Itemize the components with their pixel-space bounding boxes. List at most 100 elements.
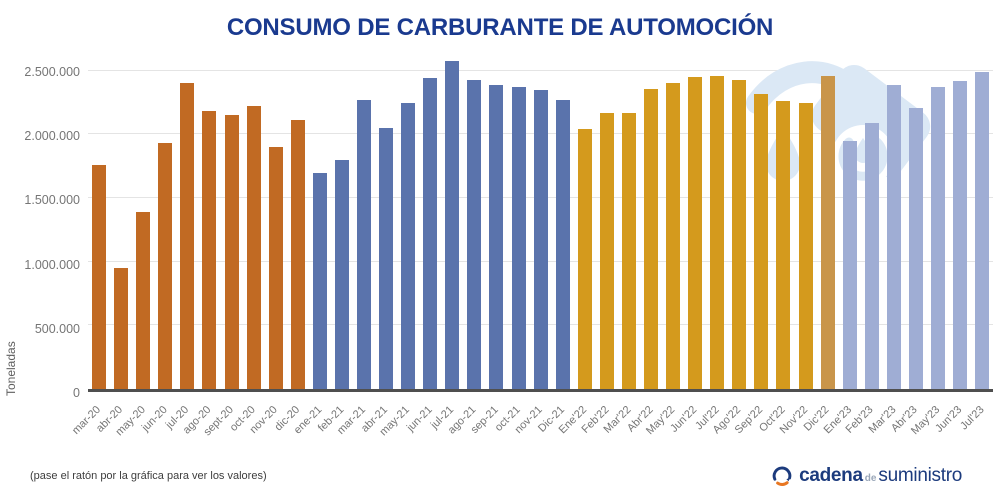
bar-nov-21[interactable] [533,89,548,389]
bar-abr-21[interactable] [379,128,394,389]
y-tick-label: 2.000.000 [24,129,80,144]
bar-Mar'23[interactable] [886,84,901,389]
bar-slot [971,58,993,389]
bar-Abr'23[interactable] [908,107,923,389]
bar-mar-20[interactable] [92,164,107,389]
bar-slot [110,58,132,389]
bar-mar-21[interactable] [356,100,371,389]
bar-may-20[interactable] [136,212,151,389]
bar-Ene'23[interactable] [842,140,857,389]
y-axis-labels: 0 500.000 1.000.000 1.500.000 2.000.000 2.500… [0,58,80,400]
bar-slot [596,58,618,389]
bar-slot [706,58,728,389]
y-tick-label: 500.000 [34,321,80,336]
bar-Jul'22[interactable] [710,75,725,389]
bar-Jun'22[interactable] [688,77,703,389]
bar-slot [530,58,552,389]
bar-slot [132,58,154,389]
bar-may-21[interactable] [401,102,416,389]
bar-slot [265,58,287,389]
bar-Nov'22[interactable] [798,102,813,389]
bar-slot [927,58,949,389]
bar-jun-21[interactable] [423,78,438,389]
bar-slot [485,58,507,389]
bar-slot [331,58,353,389]
bar-slot [419,58,441,389]
bar-Feb'22[interactable] [599,112,614,389]
x-axis-labels: mar-20 abr-20 may-20 jun-20 jul-20 ago-20 sept… [70,396,993,452]
bar-slot [154,58,176,389]
bar-slot [198,58,220,389]
y-tick-label: 1.500.000 [24,193,80,208]
bar-slot [772,58,794,389]
bar-jun-20[interactable] [158,143,173,389]
bar-slot [220,58,242,389]
bar-slot [949,58,971,389]
bar-slot [375,58,397,389]
bar-jul-20[interactable] [180,83,195,389]
bar-slot [397,58,419,389]
logo-word-de: de [864,473,877,484]
bar-Oct'22[interactable] [776,101,791,389]
cadena-logo-icon [772,466,792,486]
bar-Feb'23[interactable] [864,122,879,389]
chart-title: CONSUMO DE CARBURANTE DE AUTOMOCIÓN [226,14,774,41]
bar-sep-21[interactable] [489,84,504,389]
bar-slot [728,58,750,389]
bar-oct-21[interactable] [511,87,526,389]
bar-slot [618,58,640,389]
bar-slot [750,58,772,389]
bar-dic-20[interactable] [290,120,305,389]
bar-oct-20[interactable] [246,106,261,389]
bar-slot [684,58,706,389]
bar-Ago'22[interactable] [732,79,747,389]
bar-May'23[interactable] [931,87,945,389]
bar-abr-20[interactable] [114,268,129,389]
bar-jul-21[interactable] [445,60,460,389]
hover-hint-text: (pase el ratón por la gráfica para ver l… [30,470,267,482]
bar-slot [905,58,927,389]
bar-slot [441,58,463,389]
bar-Mar'22[interactable] [621,112,636,389]
bar-slot [662,58,684,389]
cadena-de-suministro-logo[interactable]: cadena de suministro [771,465,962,487]
bar-slot [552,58,574,389]
plot-area [88,58,993,392]
x-tick-slot: Jul'23 [958,396,993,452]
bar-slot [839,58,861,389]
bar-sept-20[interactable] [224,115,239,389]
bar-slot [463,58,485,389]
bar-Sep'22[interactable] [754,93,769,389]
bar-slot [309,58,331,389]
bar-ene-21[interactable] [312,172,327,389]
bar-slot [287,58,309,389]
bar-Abr'22[interactable] [643,88,658,389]
bar-Ene'22[interactable] [577,129,592,389]
bar-slot [574,58,596,389]
bar-Jun'23[interactable] [953,80,968,389]
bars [88,58,993,389]
gridline [88,69,993,71]
bar-slot [243,58,265,389]
bar-Dic'22[interactable] [820,75,835,389]
bar-slot [817,58,839,389]
bar-slot [861,58,883,389]
bar-feb-21[interactable] [334,159,349,389]
bar-Dic-21[interactable] [555,100,570,389]
y-tick-label: 1.000.000 [24,257,80,272]
logo-word-suministro: suministro [878,465,962,486]
bar-slot [176,58,198,389]
bar-slot [507,58,529,389]
bar-May'22[interactable] [666,83,681,389]
bar-nov-20[interactable] [268,147,283,389]
bar-Jul'23[interactable] [975,72,990,389]
logo-text: cadena de suministro [799,465,962,487]
bar-slot [640,58,662,389]
bar-slot [88,58,110,389]
bar-ago-21[interactable] [467,79,482,389]
bar-ago-20[interactable] [202,111,217,389]
y-tick-label: 2.500.000 [24,64,80,79]
y-tick-label: 0 [73,386,80,400]
bar-slot [795,58,817,389]
